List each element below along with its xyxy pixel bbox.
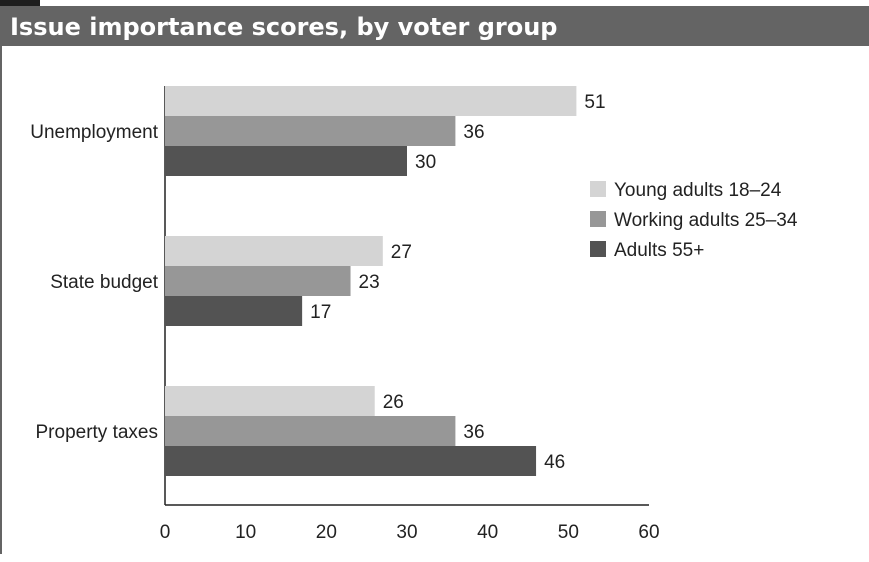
x-tick-label: 10 (235, 522, 256, 543)
bar (165, 446, 537, 476)
x-tick-label: 0 (160, 522, 171, 543)
x-tick-label: 50 (558, 522, 579, 543)
bar-value-label: 17 (310, 302, 331, 323)
bar (165, 416, 456, 446)
chart-title: Issue importance scores, by voter group (10, 13, 558, 41)
bar (165, 116, 456, 146)
bar (165, 236, 383, 266)
bar (165, 386, 375, 416)
bar (165, 86, 577, 116)
legend-swatch (590, 211, 606, 227)
bar (165, 266, 351, 296)
bar-value-label: 26 (383, 392, 404, 413)
bar-value-label: 30 (415, 152, 436, 173)
bar-value-label: 27 (391, 242, 412, 263)
title-bar: Issue importance scores, by voter group (0, 6, 869, 46)
legend-label: Adults 55+ (614, 240, 704, 261)
bar-value-label: 51 (584, 92, 605, 113)
header-tab-block (0, 0, 40, 6)
category-label: Property taxes (36, 422, 159, 443)
x-tick-label: 60 (638, 522, 659, 543)
bar (165, 146, 407, 176)
bar-value-label: 23 (359, 272, 380, 293)
bar-value-label: 46 (544, 452, 565, 473)
left-border-rule (0, 46, 2, 554)
category-label: Unemployment (30, 122, 158, 143)
bar (165, 296, 303, 326)
x-tick-label: 30 (396, 522, 417, 543)
category-label: State budget (50, 272, 158, 293)
legend-swatch (590, 241, 606, 257)
bar-value-label: 36 (463, 122, 484, 143)
legend-label: Young adults 18–24 (614, 180, 782, 201)
x-tick-label: 20 (316, 522, 337, 543)
legend-swatch (590, 181, 606, 197)
x-tick-label: 40 (477, 522, 498, 543)
legend-label: Working adults 25–34 (614, 210, 798, 231)
bar-value-label: 36 (463, 422, 484, 443)
